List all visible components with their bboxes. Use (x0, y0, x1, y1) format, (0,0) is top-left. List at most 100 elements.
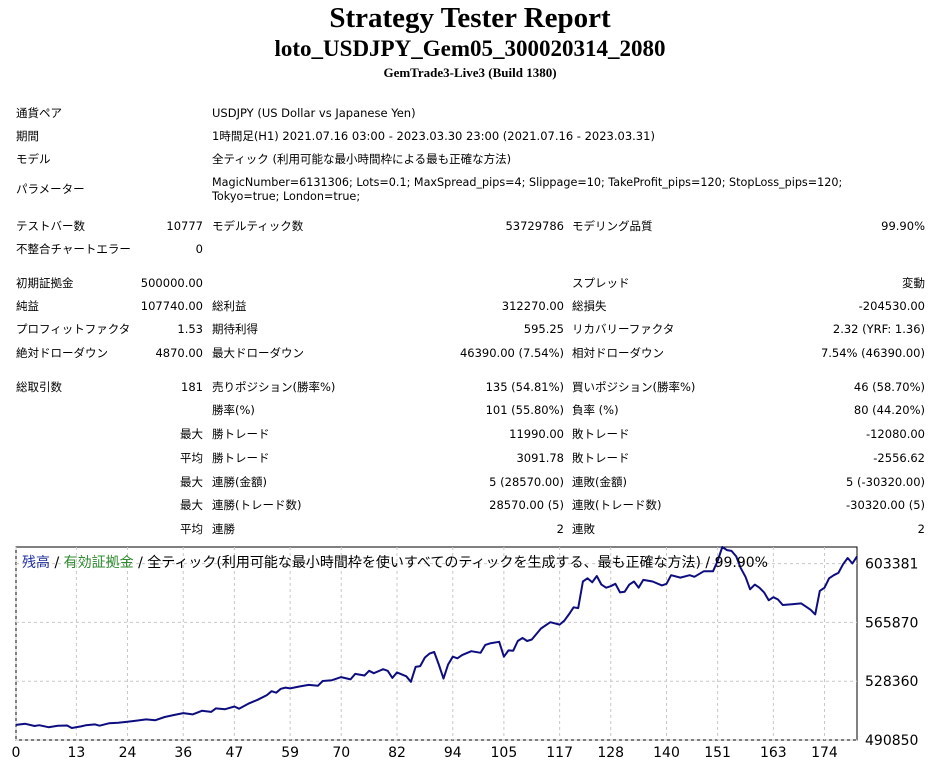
win-rate-value: 101 (55.80%) (485, 403, 564, 417)
recovery-value: 2.32 (YRF: 1.36) (832, 322, 925, 336)
y-tick-label: 565870 (865, 615, 918, 631)
avg-consec-losses-label: 連敗 (572, 522, 595, 536)
trades-label: 総取引数 (16, 380, 62, 394)
ticks-label: モデルティック数 (212, 219, 304, 233)
x-tick-label: 24 (119, 745, 137, 761)
loss-rate-value: 80 (44.20%) (853, 403, 925, 417)
params-label: パラメーター (16, 182, 85, 196)
x-tick-label: 105 (491, 745, 518, 761)
max-consec-profit-value: 28570.00 (5) (489, 498, 564, 512)
gross-loss-label: 総損失 (572, 299, 607, 313)
largest-loss-value: -12080.00 (865, 427, 925, 441)
pf-label: プロフィットファクタ (16, 322, 131, 336)
expected-value: 595.25 (523, 322, 564, 336)
abs-dd-value: 4870.00 (155, 346, 203, 360)
x-tick-label: 117 (546, 745, 573, 761)
max-consec-wins-value: 5 (28570.00) (489, 475, 564, 489)
chart-title: 残高 / 有効証拠金 / 全ティック(利用可能な最小時間枠を使いすべてのティック… (22, 552, 768, 572)
loss-rate-label: 負率 (%) (572, 403, 619, 417)
max-prefix: 最大 (180, 498, 203, 512)
x-tick-label: 151 (704, 745, 731, 761)
model-label: モデル (16, 152, 51, 166)
quality-value: 99.90% (881, 219, 925, 233)
rel-dd-value: 7.54% (46390.00) (820, 346, 925, 360)
gross-profit-value: 312270.00 (501, 299, 564, 313)
period-label: 期間 (16, 129, 39, 143)
largest-loss-label: 敗トレード (572, 427, 630, 441)
avg-consec-wins-value: 2 (556, 522, 564, 536)
max-prefix: 最大 (180, 427, 203, 441)
long-label: 買いポジション(勝率%) (572, 380, 696, 394)
quality-label: モデリング品質 (572, 219, 653, 233)
params-value: MagicNumber=6131306; Lots=0.1; MaxSpread… (212, 176, 843, 203)
long-value: 46 (58.70%) (853, 380, 925, 394)
avg-consec-losses-value: 2 (917, 522, 925, 536)
largest-win-label: 勝トレード (212, 427, 270, 441)
errors-value: 0 (195, 242, 203, 256)
avg-loss-label: 敗トレード (572, 451, 630, 465)
gross-loss-value: -204530.00 (858, 299, 925, 313)
report-title: Strategy Tester Report (329, 2, 611, 34)
short-value: 135 (54.81%) (485, 380, 564, 394)
avg-win-label: 勝トレード (212, 451, 270, 465)
deposit-value: 500000.00 (140, 276, 203, 290)
y-tick-label: 528360 (865, 674, 918, 690)
net-label: 純益 (16, 299, 39, 313)
avg-consec-wins-label: 連勝 (212, 522, 235, 536)
x-tick-label: 0 (12, 745, 21, 761)
x-tick-label: 82 (388, 745, 406, 761)
max-prefix: 最大 (180, 475, 203, 489)
pair-value: USDJPY (US Dollar vs Japanese Yen) (212, 106, 416, 120)
balance-chart: 490850 528360 565870 603381 0 13 24 36 47 59 70 82 9… (12, 546, 918, 761)
errors-label: 不整合チャートエラー (16, 242, 131, 256)
ticks-value: 53729786 (505, 219, 564, 233)
max-consec-losses-value: 5 (-30320.00) (846, 475, 925, 489)
x-tick-label: 163 (760, 745, 787, 761)
x-tick-label: 59 (281, 745, 299, 761)
largest-win-value: 11990.00 (509, 427, 564, 441)
win-rate-label: 勝率(%) (212, 403, 255, 417)
max-consec-losses-label: 連敗(金額) (572, 475, 627, 489)
plot-frame (15, 546, 858, 741)
period-value: 1時間足(H1) 2021.07.16 03:00 - 2023.03.30 2… (212, 129, 655, 143)
chart-title-model: 全ティック(利用可能な最小時間枠を使いすべてのティックを生成する、最も正確な方法… (147, 555, 768, 571)
pair-label: 通貨ペア (16, 106, 62, 120)
x-tick-label: 13 (67, 745, 85, 761)
bars-label: テストバー数 (16, 219, 85, 233)
deposit-label: 初期証拠金 (16, 276, 74, 290)
spread-value: 変動 (902, 276, 925, 290)
avg-prefix: 平均 (180, 522, 203, 536)
model-value: 全ティック (利用可能な最小時間枠による最も正確な方法) (212, 152, 512, 166)
server-build: GemTrade3-Live3 (Build 1380) (383, 65, 557, 80)
max-consec-wins-label: 連勝(金額) (212, 475, 267, 489)
chart-title-sep: / (50, 555, 64, 571)
max-consec-loss-value: -30320.00 (5) (846, 498, 925, 512)
y-tick-label: 490850 (865, 733, 918, 749)
bars-value: 10777 (166, 219, 203, 233)
abs-dd-label: 絶対ドローダウン (16, 346, 108, 360)
trades-value: 181 (181, 380, 203, 394)
ea-name: loto_USDJPY_Gem05_300020314_2080 (274, 36, 666, 61)
net-value: 107740.00 (140, 299, 203, 313)
recovery-label: リカバリーファクタ (572, 322, 675, 336)
gross-profit-label: 総利益 (212, 299, 247, 313)
avg-win-value: 3091.78 (516, 451, 564, 465)
avg-prefix: 平均 (180, 451, 203, 465)
chart-title-equity: 有効証拠金 (63, 555, 134, 571)
balance-line (15, 546, 858, 729)
chart-title-sep: / (133, 555, 148, 571)
max-dd-value: 46390.00 (7.54%) (459, 346, 564, 360)
chart-title-balance: 残高 (22, 555, 50, 571)
x-tick-label: 70 (332, 745, 350, 761)
max-consec-profit-label: 連勝(トレード数) (212, 498, 302, 512)
short-label: 売りポジション(勝率%) (212, 380, 336, 394)
y-tick-label: 603381 (865, 557, 918, 573)
x-tick-label: 94 (444, 745, 462, 761)
max-consec-loss-label: 連敗(トレード数) (572, 498, 662, 512)
x-tick-label: 140 (653, 745, 680, 761)
spread-label: スプレッド (572, 276, 630, 290)
x-tick-label: 47 (225, 745, 243, 761)
pf-value: 1.53 (177, 322, 203, 336)
x-tick-label: 36 (174, 745, 192, 761)
rel-dd-label: 相対ドローダウン (572, 346, 664, 360)
